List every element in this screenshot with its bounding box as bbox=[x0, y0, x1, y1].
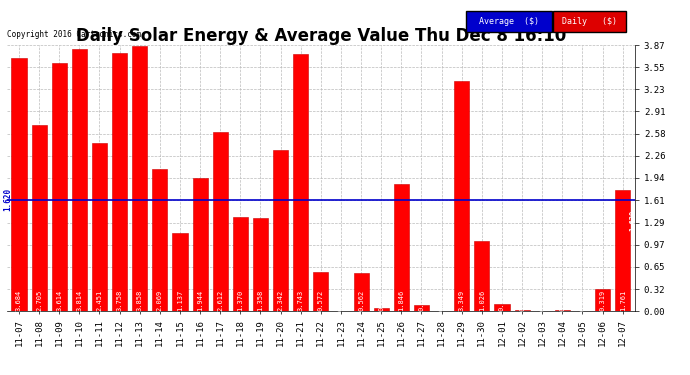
Text: 1.370: 1.370 bbox=[237, 289, 244, 310]
Text: 3.614: 3.614 bbox=[56, 289, 62, 310]
Bar bbox=[353, 273, 368, 311]
Bar bbox=[495, 303, 509, 311]
Text: 0.572: 0.572 bbox=[318, 289, 324, 310]
Bar bbox=[293, 54, 308, 311]
Text: 3.349: 3.349 bbox=[459, 289, 465, 310]
Text: 0.021: 0.021 bbox=[560, 289, 565, 310]
Text: 0.000: 0.000 bbox=[580, 289, 586, 310]
Text: 3.684: 3.684 bbox=[16, 289, 22, 310]
Text: 1.026: 1.026 bbox=[479, 289, 485, 310]
Text: 2.342: 2.342 bbox=[277, 289, 284, 310]
Bar bbox=[615, 190, 630, 311]
Text: 0.112: 0.112 bbox=[499, 289, 505, 310]
Text: 0.000: 0.000 bbox=[439, 289, 444, 310]
Bar bbox=[112, 53, 127, 311]
Bar bbox=[52, 63, 67, 311]
Text: 3.858: 3.858 bbox=[137, 289, 143, 310]
Bar bbox=[313, 272, 328, 311]
Bar bbox=[152, 169, 168, 311]
Bar bbox=[12, 58, 26, 311]
Bar bbox=[132, 46, 147, 311]
Bar bbox=[193, 177, 208, 311]
Text: 0.319: 0.319 bbox=[600, 289, 606, 310]
Bar bbox=[72, 49, 87, 311]
Text: 1.620: 1.620 bbox=[3, 188, 12, 211]
Text: 3.758: 3.758 bbox=[117, 289, 123, 310]
Text: 1.944: 1.944 bbox=[197, 289, 203, 310]
Bar bbox=[394, 184, 409, 311]
Text: 1.846: 1.846 bbox=[398, 289, 404, 310]
Text: 3.814: 3.814 bbox=[77, 289, 82, 310]
Bar bbox=[595, 289, 610, 311]
Bar bbox=[253, 218, 268, 311]
Bar bbox=[213, 132, 228, 311]
Text: 1.761: 1.761 bbox=[620, 289, 626, 310]
Text: 0.000: 0.000 bbox=[539, 289, 545, 310]
Bar bbox=[233, 217, 248, 311]
Bar bbox=[555, 310, 570, 311]
Text: 2.069: 2.069 bbox=[157, 289, 163, 310]
Title: Daily Solar Energy & Average Value Thu Dec 8 16:10: Daily Solar Energy & Average Value Thu D… bbox=[76, 27, 566, 45]
Text: 0.000: 0.000 bbox=[338, 289, 344, 310]
Text: 1.137: 1.137 bbox=[177, 289, 183, 310]
Bar bbox=[474, 241, 489, 311]
Text: 2.705: 2.705 bbox=[36, 289, 42, 310]
Bar bbox=[172, 233, 188, 311]
Text: Copyright 2016 Cartronics.com: Copyright 2016 Cartronics.com bbox=[8, 30, 141, 39]
Text: 1.620: 1.620 bbox=[630, 210, 635, 231]
Text: 0.093: 0.093 bbox=[418, 289, 424, 310]
Text: Average  ($): Average ($) bbox=[479, 17, 539, 26]
Text: 1.358: 1.358 bbox=[257, 289, 264, 310]
Bar bbox=[515, 310, 530, 311]
Text: 2.451: 2.451 bbox=[97, 289, 103, 310]
Bar bbox=[92, 142, 107, 311]
Text: 3.743: 3.743 bbox=[297, 289, 304, 310]
Text: 0.562: 0.562 bbox=[358, 289, 364, 310]
Bar bbox=[454, 81, 469, 311]
Text: 0.013: 0.013 bbox=[519, 289, 525, 310]
Text: 0.048: 0.048 bbox=[378, 289, 384, 310]
Bar bbox=[32, 125, 47, 311]
Text: 2.612: 2.612 bbox=[217, 289, 224, 310]
Text: Daily   ($): Daily ($) bbox=[562, 17, 617, 26]
Bar bbox=[374, 308, 388, 311]
Bar bbox=[414, 305, 429, 311]
Bar bbox=[273, 150, 288, 311]
